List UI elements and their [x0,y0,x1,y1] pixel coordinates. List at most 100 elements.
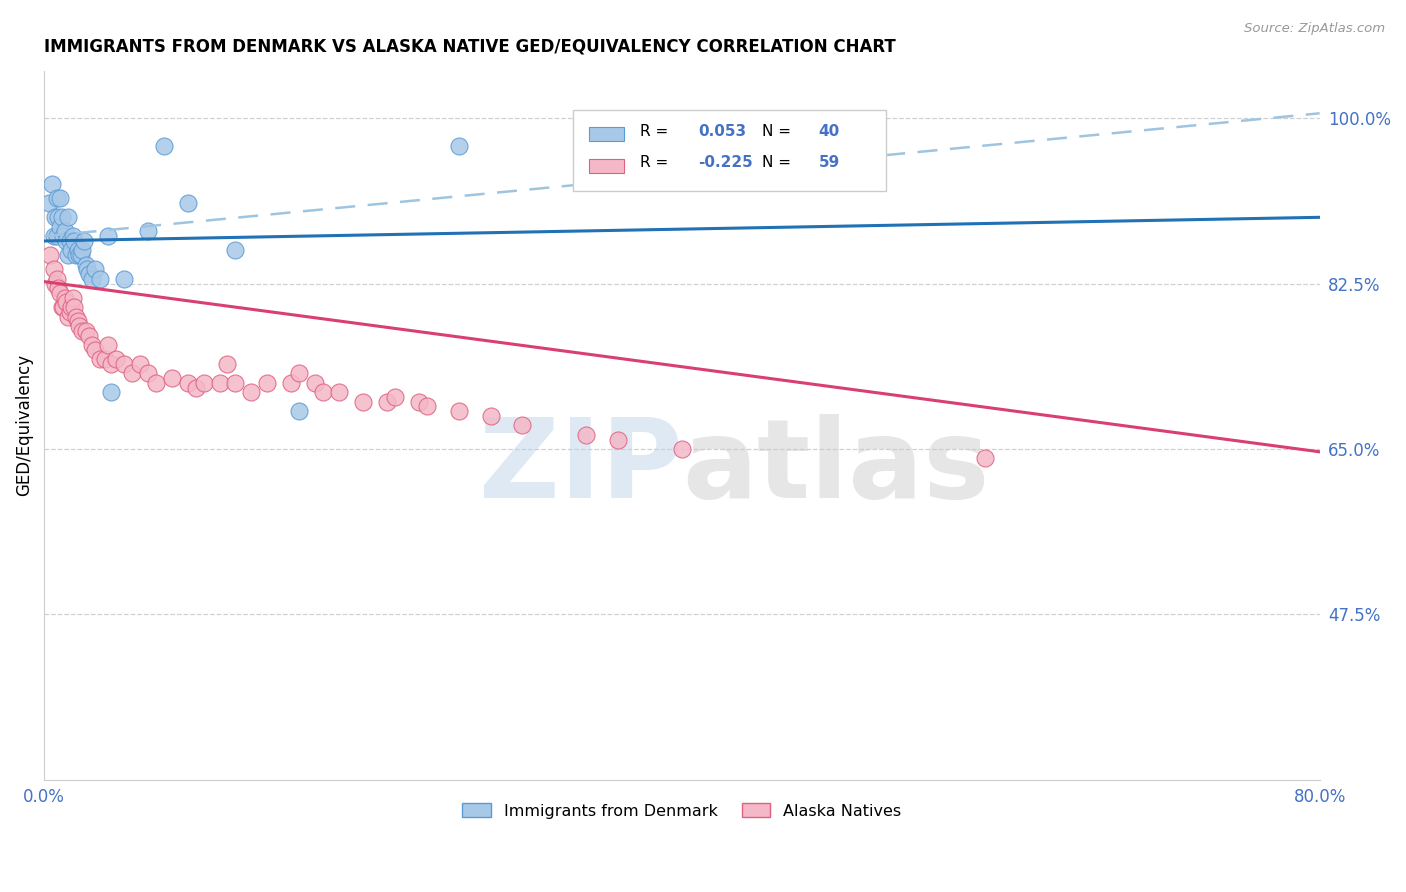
Point [49,285,72,300]
Point [256,376,278,390]
Point [112,272,135,286]
Text: 59: 59 [818,155,839,170]
Point [447,404,470,418]
Text: 40: 40 [818,123,839,138]
Point [65,248,87,262]
Point [63,300,86,314]
Point [280,376,302,390]
Point [55,295,77,310]
Point [62,229,84,244]
Point [288,404,311,418]
Point [607,433,630,447]
Point [42,229,65,244]
FancyBboxPatch shape [574,110,886,191]
FancyBboxPatch shape [589,127,624,141]
Point [72,324,94,338]
Point [76,262,98,277]
Point [479,409,502,423]
Point [75,324,97,338]
Point [51,211,73,225]
Point [51,300,73,314]
Text: 0.053: 0.053 [699,123,747,138]
Text: N =: N = [762,155,796,170]
Point [62,291,84,305]
Point [49,191,72,205]
Point [97,229,120,244]
Point [176,196,198,211]
Y-axis label: GED/Equivalency: GED/Equivalency [15,354,32,497]
Text: N =: N = [762,123,796,138]
Point [48,211,70,225]
Point [77,267,100,281]
Point [217,357,239,371]
Text: Source: ZipAtlas.com: Source: ZipAtlas.com [1244,22,1385,36]
Point [56,310,79,324]
Point [84,262,107,277]
Point [63,234,86,248]
Point [41,178,63,192]
Point [67,248,90,262]
Point [72,244,94,258]
Point [38,196,60,211]
Point [112,357,135,371]
Point [128,357,150,371]
Point [60,244,83,258]
Text: R =: R = [640,155,673,170]
FancyBboxPatch shape [589,159,624,173]
Point [77,328,100,343]
Point [45,272,67,286]
Point [89,352,111,367]
Point [39,248,62,262]
Point [53,291,76,305]
Point [80,338,103,352]
Point [100,357,122,371]
Point [89,272,111,286]
Point [53,225,76,239]
Point [224,244,246,258]
Point [52,229,75,244]
Point [152,139,174,153]
Point [45,191,67,205]
Point [136,225,159,239]
Point [312,385,335,400]
Point [65,310,87,324]
Point [145,376,167,390]
Point [56,248,79,262]
Point [60,300,83,314]
Point [67,319,90,334]
Point [100,385,122,400]
Point [408,394,430,409]
Point [59,234,82,248]
Text: atlas: atlas [682,415,990,522]
Point [104,352,127,367]
Point [93,352,115,367]
Point [56,211,79,225]
Point [416,400,439,414]
Point [973,451,995,466]
Point [42,262,65,277]
Point [575,427,598,442]
Point [375,394,398,409]
Point [66,314,89,328]
Point [352,394,374,409]
Point [45,229,67,244]
Point [184,380,207,394]
Point [240,385,263,400]
Point [66,244,89,258]
Point [512,418,534,433]
Text: -0.225: -0.225 [699,155,754,170]
Point [44,277,66,291]
Point [160,371,183,385]
Point [44,211,66,225]
Text: R =: R = [640,123,673,138]
Point [224,376,246,390]
Point [208,376,231,390]
Text: ZIP: ZIP [478,415,682,522]
Point [288,367,311,381]
Point [193,376,215,390]
Point [304,376,326,390]
Point [121,367,143,381]
Point [73,234,96,248]
Point [671,442,693,456]
Point [136,367,159,381]
